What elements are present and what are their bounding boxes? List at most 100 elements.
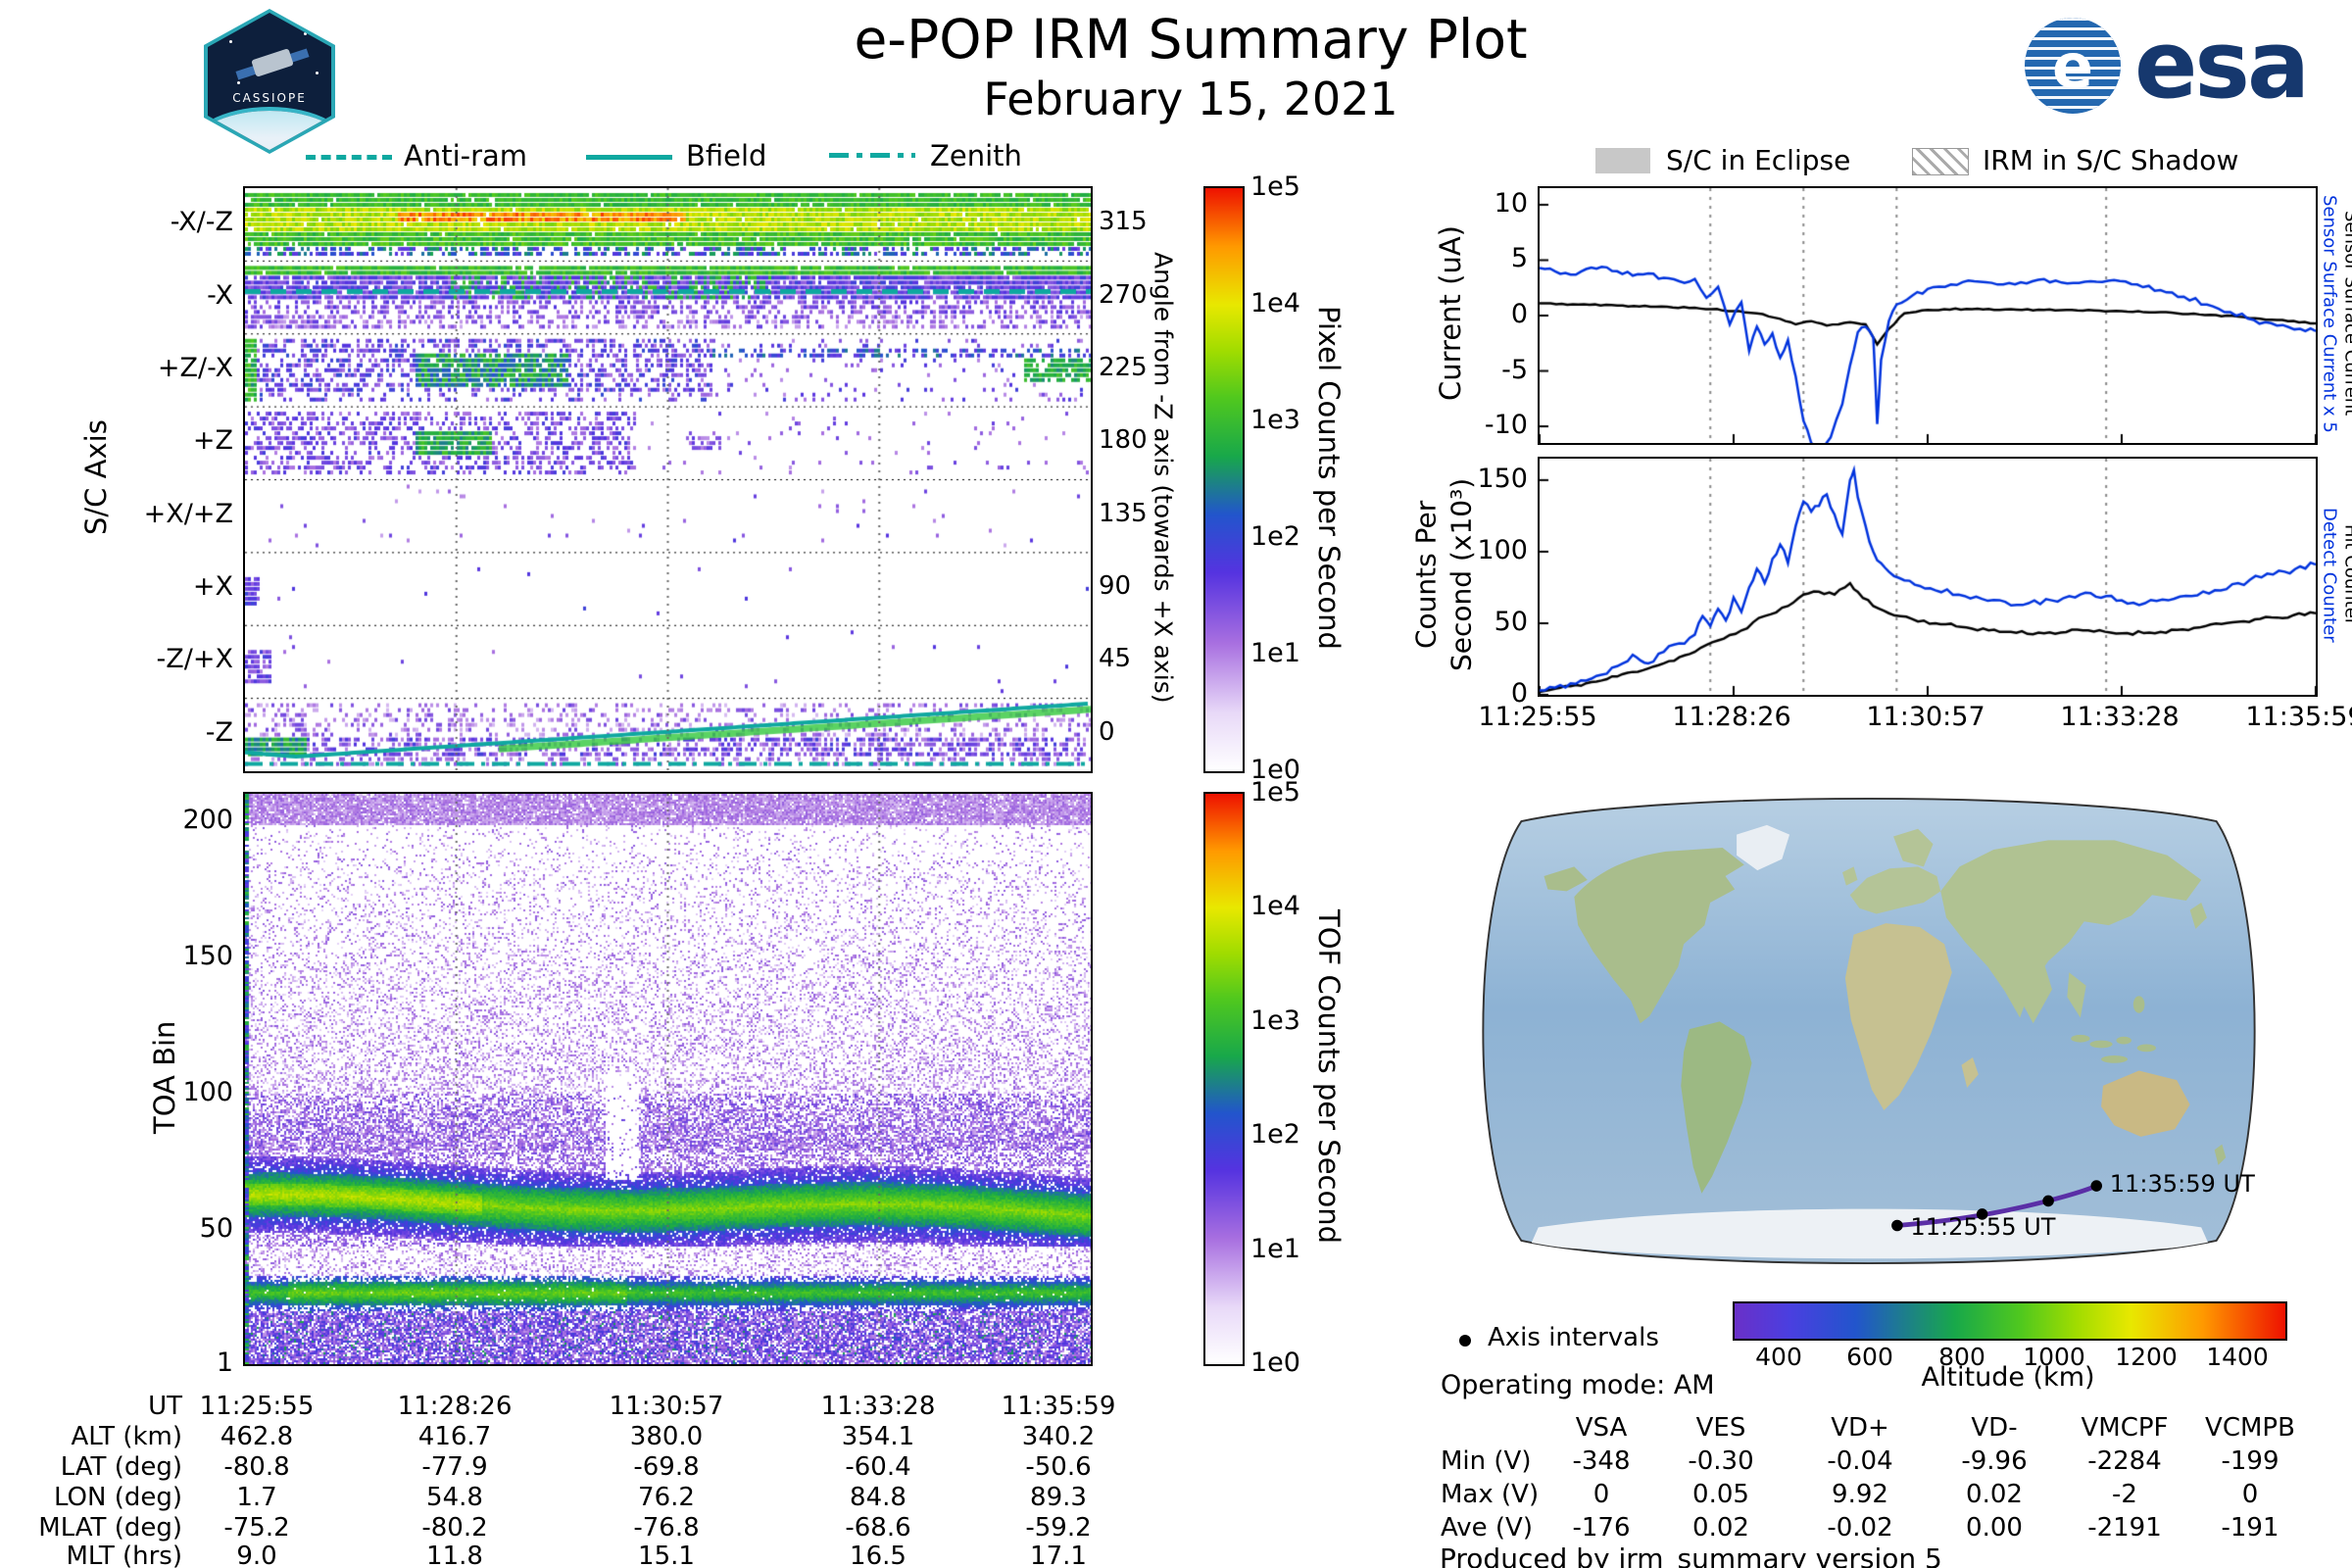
ephemeris-value: -60.4 — [845, 1452, 911, 1482]
ephemeris-value: 11:33:28 — [820, 1392, 936, 1421]
legend-eclipse: S/C in Eclipse — [1666, 144, 1851, 176]
track-dot — [2042, 1195, 2054, 1207]
bfield-line-sample — [586, 155, 672, 160]
toa-ytick: 200 — [182, 805, 233, 835]
ephemeris-value: 11:30:57 — [609, 1392, 724, 1421]
ephemeris-value: 416.7 — [417, 1422, 492, 1451]
voltage-value: 0.05 — [1692, 1480, 1749, 1509]
ephemeris-value: 11:25:55 — [199, 1392, 315, 1421]
time-xtick: 11:28:26 — [1672, 702, 1791, 732]
cassiope-wordmark: CASSIOPE — [232, 91, 307, 105]
toa-ytick: 150 — [182, 941, 233, 971]
tof-colorbar-tick: 1e4 — [1250, 891, 1300, 922]
track-start-label: 11:25:55 UT — [1910, 1213, 2055, 1241]
esa-globe-icon: e — [2025, 18, 2121, 114]
voltage-value: -0.04 — [1827, 1446, 1893, 1476]
toa-ytick: 100 — [182, 1077, 233, 1107]
ephemeris-value: 16.5 — [850, 1542, 906, 1568]
ground-track — [1896, 1183, 2098, 1228]
pixel-colorbar-label: Pixel Counts per Second — [1312, 306, 1346, 650]
pixel-ytick: +X — [192, 571, 233, 603]
voltage-value: -0.30 — [1688, 1446, 1754, 1476]
zenith-line-sample — [829, 153, 915, 158]
pixel-colorbar-tick: 1e3 — [1250, 405, 1300, 435]
current-plot-canvas — [1540, 188, 2316, 443]
tof-colorbar-tick: 1e1 — [1250, 1233, 1300, 1264]
pixel-colorbar-tick: 1e2 — [1250, 521, 1300, 552]
voltage-value: -199 — [2221, 1446, 2279, 1476]
pixel-spectrogram-canvas — [245, 188, 1091, 771]
altitude-colorbar-label: Altitude (km) — [1921, 1362, 2095, 1393]
pixel-ylabel: S/C Axis — [79, 419, 113, 536]
shadow-swatch — [1912, 148, 1969, 175]
counts-right-label-blue: Detect Counter — [2319, 507, 2340, 643]
counts-ytick: 150 — [1477, 464, 1528, 494]
current-right-label-blue: Sensor Surface Current x 5 — [2319, 194, 2340, 433]
satellite-icon — [251, 48, 294, 77]
voltage-column-header: VMCPF — [2081, 1413, 2169, 1443]
ephemeris-value: 1.7 — [236, 1483, 277, 1512]
ephemeris-row-label: LAT (deg) — [60, 1452, 182, 1482]
voltage-value: -191 — [2221, 1513, 2279, 1543]
track-end-dot — [2090, 1180, 2103, 1192]
time-xtick: 11:30:57 — [1866, 702, 1985, 732]
ephemeris-value: 54.8 — [426, 1483, 483, 1512]
legend-shadow: IRM in S/C Shadow — [1983, 144, 2239, 176]
counts-plot-canvas — [1540, 459, 2316, 695]
ephemeris-value: 354.1 — [841, 1422, 915, 1451]
angle-ytick: 135 — [1099, 498, 1148, 528]
operating-mode: Operating mode: AM — [1441, 1370, 1715, 1400]
voltage-row-label: Ave (V) — [1441, 1513, 1533, 1543]
world-map-svg: 11:25:55 UT 11:35:59 UT — [1482, 798, 2256, 1264]
antiram-line-sample — [306, 155, 392, 160]
voltage-column-header: VD- — [1971, 1413, 2018, 1443]
pixel-colorbar — [1203, 186, 1245, 773]
toa-ytick: 50 — [199, 1213, 233, 1244]
tof-colorbar-tick: 1e5 — [1250, 777, 1300, 808]
counts-ytick: 50 — [1494, 607, 1528, 637]
voltage-value: 0.00 — [1966, 1513, 2023, 1543]
counts-right-label-black: Hit Counter — [2340, 523, 2352, 626]
angle-ytick: 45 — [1099, 644, 1132, 674]
pixel-ytick: -Z — [205, 716, 233, 748]
ephemeris-value: 17.1 — [1030, 1542, 1087, 1568]
current-ytick: 10 — [1494, 188, 1528, 219]
pixel-ytick: -X — [207, 279, 233, 311]
angle-axis-label: Angle from -Z axis (towards +X axis) — [1149, 252, 1178, 704]
tof-colorbar-tick: 1e0 — [1250, 1348, 1300, 1378]
counts-ytick: 0 — [1510, 678, 1528, 709]
ephemeris-row-label: MLAT (deg) — [38, 1513, 182, 1543]
angle-ytick: 180 — [1099, 425, 1148, 456]
angle-ytick: 270 — [1099, 279, 1148, 310]
legend-bfield: Bfield — [686, 139, 767, 172]
ephemeris-value: -50.6 — [1025, 1452, 1092, 1482]
ephemeris-value: -80.2 — [421, 1513, 488, 1543]
header: e-POP IRM Summary Plot February 15, 2021 — [784, 8, 1597, 125]
ephemeris-value: -68.6 — [845, 1513, 911, 1543]
voltage-value: 0 — [2241, 1480, 2259, 1509]
axis-intervals-label: Axis intervals — [1488, 1323, 1659, 1352]
tof-colorbar-tick: 1e3 — [1250, 1004, 1300, 1036]
voltage-value: -176 — [1572, 1513, 1631, 1543]
voltage-value: 0.02 — [1692, 1513, 1749, 1543]
pixel-ytick: -X/-Z — [170, 207, 233, 238]
ephemeris-value: -75.2 — [223, 1513, 290, 1543]
voltage-value: -9.96 — [1961, 1446, 2028, 1476]
angle-ytick: 315 — [1099, 207, 1148, 237]
legend-zenith: Zenith — [930, 139, 1022, 172]
toa-ytick: 1 — [216, 1348, 233, 1378]
ephemeris-value: -77.9 — [421, 1452, 488, 1482]
track-start-dot — [1891, 1219, 1903, 1232]
time-xtick: 11:35:59 — [2245, 702, 2352, 732]
pixel-colorbar-tick: 1e0 — [1250, 755, 1300, 785]
altitude-tick: 600 — [1846, 1343, 1893, 1371]
esa-globe-e: e — [2051, 29, 2094, 102]
altitude-tick: 800 — [1938, 1343, 1985, 1371]
toa-spectrogram-canvas — [245, 794, 1091, 1364]
time-xtick: 11:25:55 — [1478, 702, 1597, 732]
voltage-value: -2284 — [2087, 1446, 2162, 1476]
altitude-tick: 1200 — [2115, 1343, 2178, 1371]
voltage-value: 9.92 — [1832, 1480, 1888, 1509]
ephemeris-value: 11:35:59 — [1001, 1392, 1116, 1421]
